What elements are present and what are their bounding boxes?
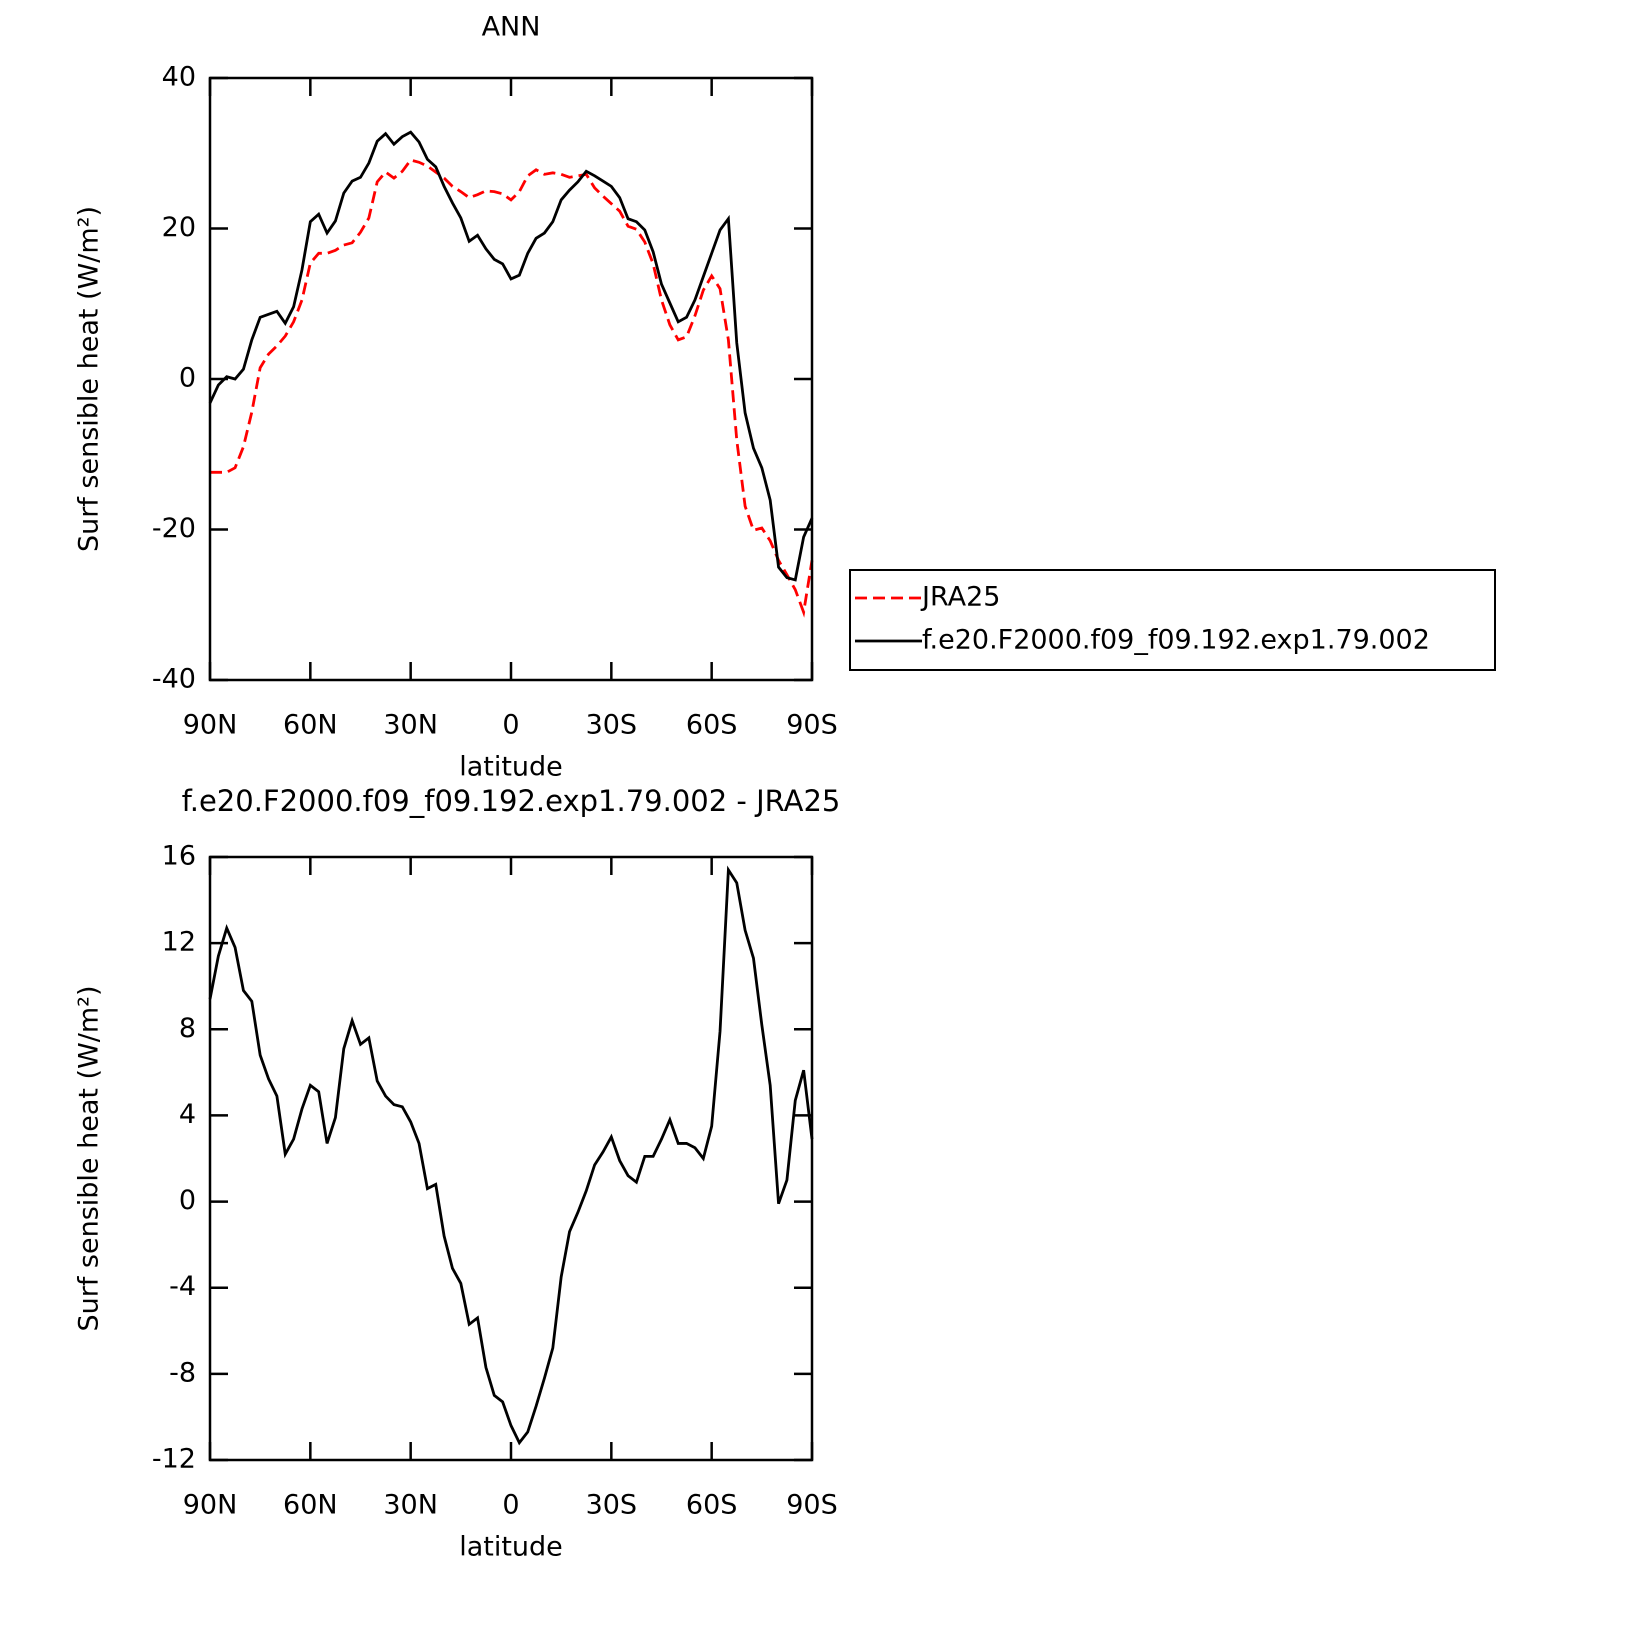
y-tick-label: 12 [162, 927, 196, 958]
y-tick-label: 8 [179, 1013, 196, 1044]
x-tick-label: 30N [383, 1490, 438, 1521]
y-tick-label: 20 [162, 212, 196, 243]
legend-box [849, 569, 1496, 671]
data-line [208, 130, 814, 582]
y-tick-label: -20 [152, 513, 196, 544]
x-tick-label: 30S [586, 1490, 638, 1521]
x-tick-label: 90S [786, 1490, 838, 1521]
x-tick-label: 60N [283, 1490, 338, 1521]
chart-title: f.e20.F2000.f09_f09.192.exp1.79.002 - JR… [182, 784, 841, 818]
plot-frame [208, 76, 814, 682]
legend-label: JRA25 [920, 582, 1000, 613]
x-tick-label: 0 [502, 1490, 519, 1521]
x-tick-label: 60S [686, 1490, 738, 1521]
x-tick-label: 0 [502, 710, 519, 741]
plot-frame [208, 855, 814, 1462]
data-line [210, 158, 814, 618]
y-axis-label: Surf sensible heat (W/m²) [74, 985, 105, 1331]
y-tick-label: -40 [152, 664, 196, 695]
x-tick-label: 90N [183, 710, 238, 741]
y-tick-label: -12 [152, 1444, 196, 1475]
y-tick-label: -4 [169, 1271, 196, 1302]
data-line [208, 865, 814, 1446]
x-tick-label: 60S [686, 710, 738, 741]
legend-label: f.e20.F2000.f09_f09.192.exp1.79.002 [922, 625, 1430, 656]
x-tick-label: 30N [383, 710, 438, 741]
y-tick-label: 16 [162, 841, 196, 872]
x-axis-label: latitude [459, 1532, 563, 1563]
x-tick-label: 90N [183, 1490, 238, 1521]
y-tick-label: 0 [179, 1185, 196, 1216]
chart-title: ANN [482, 12, 541, 43]
y-tick-label: -8 [169, 1357, 196, 1388]
y-tick-label: 4 [179, 1099, 196, 1130]
y-tick-label: 40 [162, 62, 196, 93]
x-tick-label: 90S [786, 710, 838, 741]
x-tick-label: 60N [283, 710, 338, 741]
x-axis-label: latitude [459, 752, 563, 783]
x-tick-label: 30S [586, 710, 638, 741]
y-axis-label: Surf sensible heat (W/m²) [74, 206, 105, 552]
y-tick-label: 0 [179, 363, 196, 394]
